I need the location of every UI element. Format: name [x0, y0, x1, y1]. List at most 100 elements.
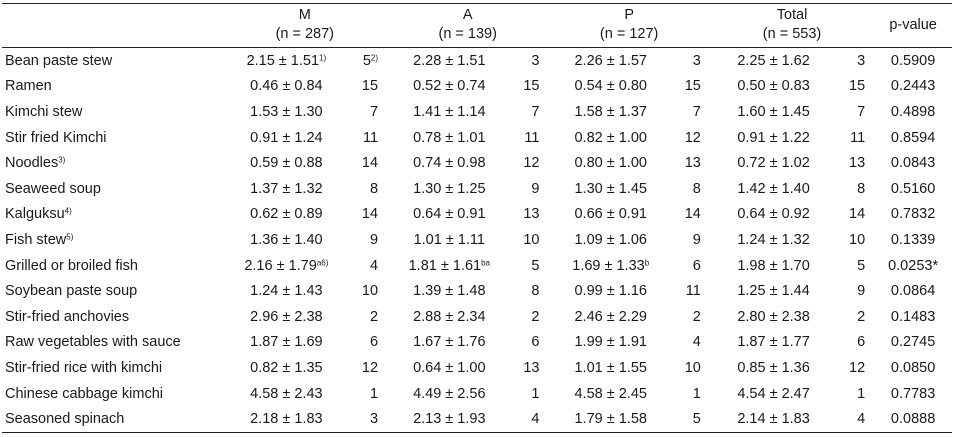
table-row: Noodles3) 0.59 ± 0.88 14 0.74 ± 0.98 12 0.80 … — [2, 150, 952, 176]
mean-sd-cell: 1.09 ± 1.06 — [548, 227, 673, 253]
rank-cell: 9 — [673, 227, 710, 253]
mean-sd-value: 1.79 ± 1.58 — [574, 411, 647, 428]
rank-value: 12 — [849, 359, 866, 376]
rank-cell: 4 — [512, 406, 549, 432]
header-group-a: A (n = 139) — [387, 4, 548, 48]
mean-sd-cell: 0.72 ± 1.02 — [710, 150, 837, 176]
p-value-cell: 0.0888 — [890, 411, 936, 428]
footnote-marker: b — [644, 258, 650, 268]
mean-sd-value: 4.54 ± 2.47 — [737, 385, 810, 402]
rank-cell: 1 — [512, 381, 549, 407]
rank-value: 6 — [857, 334, 866, 351]
footnote-marker: ba — [481, 258, 490, 268]
rank-cell: 5 — [673, 406, 710, 432]
rank-value: 3 — [857, 52, 866, 69]
rank-cell: 2 — [837, 304, 874, 330]
footnote-marker: 1) — [319, 53, 327, 63]
mean-sd-cell: 1.81 ± 1.61ba — [387, 253, 512, 279]
food-name-cell: Soybean paste soup — [2, 278, 223, 304]
mean-sd-cell: 1.39 ± 1.48 — [387, 278, 512, 304]
rank-value: 8 — [692, 180, 701, 197]
rank-value: 5 — [531, 257, 540, 274]
food-name-cell: Seaweed soup — [2, 176, 223, 202]
mean-sd-value: 1.69 ± 1.33 — [572, 257, 645, 274]
rank-value: 7 — [369, 103, 379, 120]
table-row: Fish stew5) 1.36 ± 1.40 9 1.01 ± 1.11 10 1.09… — [2, 227, 952, 253]
mean-sd-cell: 1.69 ± 1.33b — [548, 253, 673, 279]
footnote-marker: 3) — [58, 155, 66, 165]
rank-value: 11 — [524, 129, 540, 146]
rank-cell: 9 — [837, 278, 874, 304]
rank-cell: 7 — [673, 99, 710, 125]
mean-sd-cell: 1.36 ± 1.40 — [223, 227, 351, 253]
mean-sd-value: 0.50 ± 0.83 — [737, 78, 810, 95]
rank-value: 13 — [849, 155, 866, 172]
rank-value: 14 — [361, 206, 379, 223]
mean-sd-value: 0.99 ± 1.16 — [574, 283, 647, 300]
rank-value: 9 — [692, 231, 701, 248]
table-body: Bean paste stew 2.15 ± 1.511) 52) 2.28 ± 1.… — [2, 48, 952, 433]
mean-sd-value: 2.80 ± 2.38 — [737, 308, 810, 325]
mean-sd-cell: 2.96 ± 2.38 — [223, 304, 351, 330]
mean-sd-value: 1.30 ± 1.45 — [574, 180, 647, 197]
mean-sd-cell: 0.80 ± 1.00 — [548, 150, 673, 176]
rank-cell: 2 — [512, 304, 549, 330]
food-frequency-table: M (n = 287) A (n = 139) P (n = 127) Tota… — [2, 3, 952, 433]
mean-sd-value: 2.13 ± 1.93 — [413, 411, 486, 428]
mean-sd-value: 1.60 ± 1.45 — [737, 103, 810, 120]
mean-sd-value: 0.74 ± 0.98 — [413, 155, 486, 172]
food-name: Kimchi stew — [5, 103, 83, 120]
food-name-cell: Stir fried Kimchi — [2, 125, 223, 151]
mean-sd-value: 0.80 ± 1.00 — [574, 155, 647, 172]
mean-sd-cell: 1.87 ± 1.77 — [710, 330, 837, 356]
food-name: Chinese cabbage kimchi — [5, 385, 163, 402]
mean-sd-value: 2.46 ± 2.29 — [574, 308, 647, 325]
table-row: Stir fried Kimchi 0.91 ± 1.24 11 0.78 ± 1.0… — [2, 125, 952, 151]
rank-cell: 7 — [837, 99, 874, 125]
rank-cell: 1 — [837, 381, 874, 407]
rank-value: 6 — [531, 334, 540, 351]
rank-cell: 15 — [673, 74, 710, 100]
mean-sd-cell: 0.54 ± 0.80 — [548, 74, 673, 100]
mean-sd-cell: 0.59 ± 0.88 — [223, 150, 351, 176]
rank-cell: 15 — [512, 74, 549, 100]
rank-cell: 14 — [350, 150, 387, 176]
rank-value: 1 — [369, 385, 379, 402]
rank-cell: 14 — [673, 202, 710, 228]
mean-sd-value: 4.58 ± 2.43 — [250, 385, 323, 402]
footnote-marker: 5) — [66, 232, 74, 242]
p-value-cell: 0.0253* — [888, 257, 939, 274]
mean-sd-cell: 0.85 ± 1.36 — [710, 355, 837, 381]
rank-value: 9 — [857, 283, 866, 300]
rank-value: 7 — [531, 103, 540, 120]
rank-cell: 6 — [350, 330, 387, 356]
table-header: M (n = 287) A (n = 139) P (n = 127) Tota… — [2, 3, 952, 48]
rank-value: 2 — [857, 308, 866, 325]
mean-sd-value: 2.14 ± 1.83 — [737, 411, 810, 428]
table-row: Kimchi stew 1.53 ± 1.30 7 1.41 ± 1.14 7 1.58 … — [2, 99, 952, 125]
rank-value: 1 — [857, 385, 866, 402]
rank-cell: 10 — [673, 355, 710, 381]
table-row: Bean paste stew 2.15 ± 1.511) 52) 2.28 ± 1.… — [2, 48, 952, 74]
table-row: Stir-fried anchovies 2.96 ± 2.38 2 2.88 ± 2… — [2, 304, 952, 330]
mean-sd-cell: 1.79 ± 1.58 — [548, 406, 673, 432]
mean-sd-cell: 1.30 ± 1.25 — [387, 176, 512, 202]
mean-sd-cell: 2.18 ± 1.83 — [223, 406, 351, 432]
footnote-marker: 4) — [64, 206, 72, 216]
footnote-marker: 2) — [370, 53, 379, 63]
rank-value: 4 — [857, 411, 866, 428]
mean-sd-cell: 0.46 ± 0.84 — [223, 74, 351, 100]
group-count: (n = 127) — [599, 26, 659, 42]
mean-sd-value: 0.66 ± 0.91 — [574, 206, 647, 223]
mean-sd-cell: 4.54 ± 2.47 — [710, 381, 837, 407]
mean-sd-cell: 2.15 ± 1.511) — [223, 48, 351, 74]
mean-sd-cell: 0.64 ± 1.00 — [387, 355, 512, 381]
group-name: P — [624, 7, 634, 23]
mean-sd-value: 1.01 ± 1.11 — [413, 231, 485, 248]
mean-sd-value: 1.58 ± 1.37 — [574, 103, 647, 120]
mean-sd-cell: 2.16 ± 1.79a6) — [223, 253, 351, 279]
table-row: Grilled or broiled fish 2.16 ± 1.79a6) 4 1.… — [2, 253, 952, 279]
p-value-cell: 0.0850 — [890, 359, 936, 376]
group-name: A — [462, 7, 473, 23]
mean-sd-cell: 1.37 ± 1.32 — [223, 176, 351, 202]
